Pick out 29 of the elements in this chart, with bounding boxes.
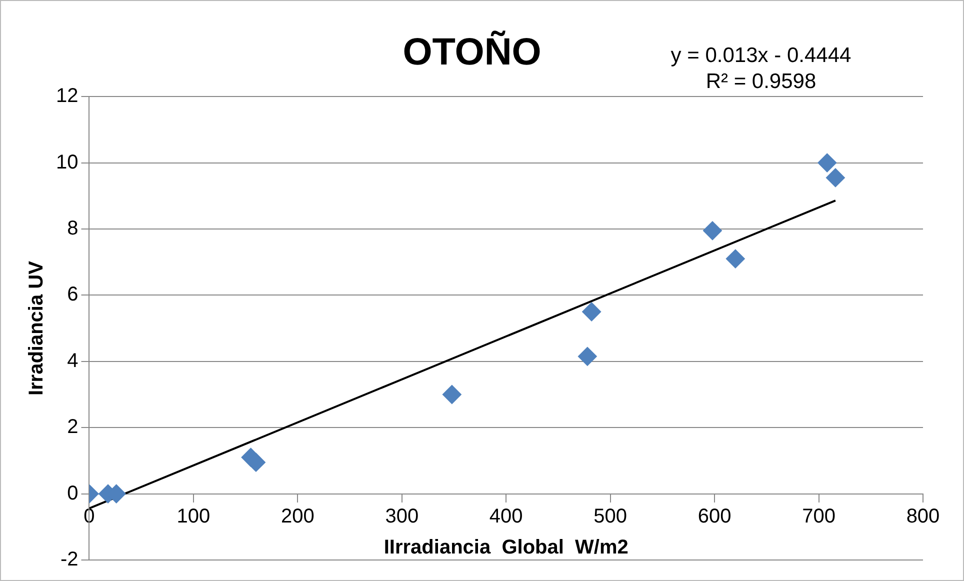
point: [826, 168, 845, 188]
y-tick-label: 0: [67, 482, 78, 504]
x-axis-title: IIrradiancia Global W/m2: [384, 536, 628, 558]
x-tick-label: 400: [489, 505, 523, 528]
text: y = 0.013x - 0.4444: [670, 43, 852, 69]
y-tick-label: 12: [56, 85, 78, 108]
x-tick-label: 200: [280, 505, 314, 528]
point: [818, 153, 837, 172]
text: R² = 0.9598: [704, 69, 818, 96]
point: [246, 452, 266, 472]
y-axis-title: Irradiancia UV: [26, 260, 48, 396]
x-tick-label: 300: [385, 505, 419, 528]
x-tick-label: 500: [594, 505, 628, 528]
y-tick-label: 2: [67, 416, 78, 438]
y-tick-label: 4: [67, 350, 78, 372]
chart-title: OTOÑO: [402, 30, 542, 74]
y-tick-label: -2: [60, 548, 78, 571]
y-tick-label: 8: [67, 218, 78, 240]
x-tick-label: 800: [906, 505, 940, 528]
point: [582, 302, 602, 322]
point: [726, 249, 745, 268]
point: [578, 346, 597, 366]
x-tick-label: 100: [176, 505, 210, 528]
point: [702, 221, 722, 240]
x-tick-label: 700: [802, 505, 836, 528]
y-tick-label: 6: [67, 284, 78, 306]
x-tick-label: 600: [698, 505, 732, 528]
y-tick-label: 10: [56, 151, 78, 174]
point: [442, 385, 462, 404]
